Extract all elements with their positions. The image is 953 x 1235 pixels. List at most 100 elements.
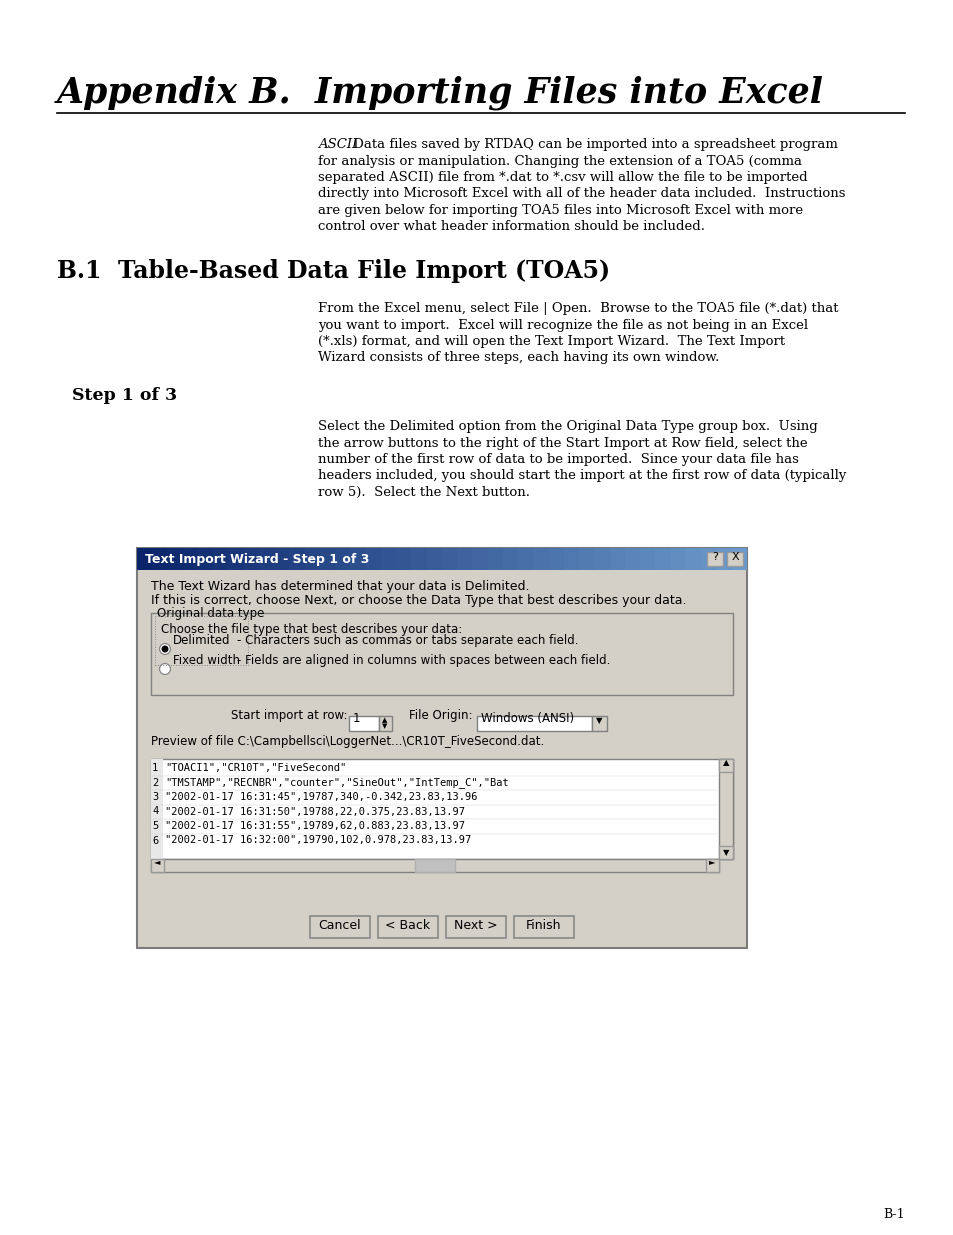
Bar <box>655 548 671 571</box>
Text: 1: 1 <box>353 713 360 725</box>
Bar <box>472 548 488 571</box>
Text: Step 1 of 3: Step 1 of 3 <box>71 387 177 404</box>
Bar <box>304 548 320 571</box>
Bar <box>415 860 455 872</box>
Bar <box>719 760 732 772</box>
Bar <box>592 716 606 731</box>
Bar <box>716 548 732 571</box>
Text: 6: 6 <box>152 836 158 846</box>
Bar <box>213 548 229 571</box>
Text: number of the first row of data to be imported.  Since your data file has: number of the first row of data to be im… <box>317 453 798 466</box>
Bar <box>706 552 722 566</box>
Text: ◄: ◄ <box>153 857 160 866</box>
Bar <box>151 860 164 872</box>
Bar <box>487 548 503 571</box>
Bar <box>229 548 244 571</box>
Bar <box>456 548 473 571</box>
Circle shape <box>162 646 168 652</box>
Bar <box>183 548 198 571</box>
Bar <box>670 548 686 571</box>
Text: (*.xls) format, and will open the Text Import Wizard.  The Text Import: (*.xls) format, and will open the Text I… <box>317 335 784 348</box>
Bar <box>514 916 574 939</box>
Text: Appendix B.  Importing Files into Excel: Appendix B. Importing Files into Excel <box>57 75 823 110</box>
Bar <box>151 860 719 872</box>
Bar <box>152 548 168 571</box>
Text: ▲: ▲ <box>722 758 728 767</box>
Text: row 5).  Select the Next button.: row 5). Select the Next button. <box>317 487 530 499</box>
Bar <box>258 548 274 571</box>
Text: < Back: < Back <box>385 919 430 932</box>
Text: From the Excel menu, select File | Open.  Browse to the TOA5 file (*.dat) that: From the Excel menu, select File | Open.… <box>317 303 838 315</box>
Bar <box>377 916 437 939</box>
Text: ▲: ▲ <box>382 718 387 722</box>
Text: are given below for importing TOA5 files into Microsoft Excel with more: are given below for importing TOA5 files… <box>317 204 802 217</box>
Text: Preview of file C:\Campbellsci\LoggerNet...\CR10T_FiveSecond.dat.: Preview of file C:\Campbellsci\LoggerNet… <box>151 735 543 748</box>
Bar <box>168 548 183 571</box>
Bar <box>700 548 717 571</box>
Bar <box>533 548 549 571</box>
Text: Wizard consists of three steps, each having its own window.: Wizard consists of three steps, each hav… <box>317 352 719 364</box>
Text: 3: 3 <box>152 792 158 802</box>
Bar <box>365 548 381 571</box>
Text: Delimited: Delimited <box>172 634 231 647</box>
Text: 2: 2 <box>152 778 158 788</box>
Text: Text Import Wizard - Step 1 of 3: Text Import Wizard - Step 1 of 3 <box>145 553 369 566</box>
Bar <box>719 846 732 860</box>
Bar <box>731 548 747 571</box>
Circle shape <box>159 643 171 655</box>
Text: ▼: ▼ <box>722 848 728 857</box>
Text: B.1  Table-Based Data File Import (TOA5): B.1 Table-Based Data File Import (TOA5) <box>57 259 610 283</box>
Text: Finish: Finish <box>526 919 561 932</box>
Bar <box>624 548 640 571</box>
Bar <box>426 548 442 571</box>
Text: "TOACI1","CR10T","FiveSecond": "TOACI1","CR10T","FiveSecond" <box>165 763 346 773</box>
Text: ▼: ▼ <box>382 722 387 729</box>
Text: - Fields are aligned in columns with spaces between each field.: - Fields are aligned in columns with spa… <box>236 655 610 667</box>
Bar <box>151 760 732 860</box>
Text: If this is correct, choose Next, or choose the Data Type that best describes you: If this is correct, choose Next, or choo… <box>151 594 686 606</box>
Bar <box>137 548 746 948</box>
Bar <box>705 860 719 872</box>
Bar <box>319 548 335 571</box>
Text: separated ASCII) file from *.dat to *.csv will allow the file to be imported: separated ASCII) file from *.dat to *.cs… <box>317 170 807 184</box>
Bar <box>137 548 152 571</box>
Bar <box>380 548 396 571</box>
Bar <box>594 548 610 571</box>
Text: ▼: ▼ <box>595 716 601 725</box>
Text: Start import at row:: Start import at row: <box>231 709 347 722</box>
Text: X: X <box>730 552 738 562</box>
Bar <box>244 548 259 571</box>
Bar <box>378 716 392 731</box>
Text: "2002-01-17 16:31:45",19787,340,-0.342,23.83,13.96: "2002-01-17 16:31:45",19787,340,-0.342,2… <box>165 792 477 802</box>
Bar <box>395 548 412 571</box>
Bar <box>198 548 213 571</box>
Bar <box>151 760 163 860</box>
Text: you want to import.  Excel will recognize the file as not being in an Excel: you want to import. Excel will recognize… <box>317 319 807 331</box>
Text: The Text Wizard has determined that your data is Delimited.: The Text Wizard has determined that your… <box>151 580 529 593</box>
Bar <box>726 552 742 566</box>
Bar <box>349 716 378 731</box>
Bar <box>639 548 656 571</box>
Bar <box>335 548 351 571</box>
Bar <box>578 548 595 571</box>
Text: ?: ? <box>711 552 718 562</box>
Text: "2002-01-17 16:31:50",19788,22,0.375,23.83,13.97: "2002-01-17 16:31:50",19788,22,0.375,23.… <box>165 806 464 816</box>
Text: Data files saved by RTDAQ can be imported into a spreadsheet program: Data files saved by RTDAQ can be importe… <box>349 138 837 151</box>
Bar <box>441 548 457 571</box>
Text: directly into Microsoft Excel with all of the header data included.  Instruction: directly into Microsoft Excel with all o… <box>317 188 844 200</box>
Bar <box>350 548 366 571</box>
Text: File Origin:: File Origin: <box>409 709 472 722</box>
Text: 1: 1 <box>152 763 158 773</box>
Text: for analysis or manipulation. Changing the extension of a TOA5 (comma: for analysis or manipulation. Changing t… <box>317 154 801 168</box>
Circle shape <box>159 663 171 674</box>
Text: Choose the file type that best describes your data:: Choose the file type that best describes… <box>161 622 462 636</box>
Text: ►: ► <box>708 857 715 866</box>
Bar <box>685 548 701 571</box>
Text: B-1: B-1 <box>882 1208 904 1221</box>
Text: 5: 5 <box>152 821 158 831</box>
Text: "TMSTAMP","RECNBR","counter","SineOut","IntTemp_C","Bat: "TMSTAMP","RECNBR","counter","SineOut","… <box>165 778 508 788</box>
Bar <box>563 548 579 571</box>
Text: the arrow buttons to the right of the Start Import at Row field, select the: the arrow buttons to the right of the St… <box>317 436 807 450</box>
Bar <box>289 548 305 571</box>
Bar <box>274 548 290 571</box>
